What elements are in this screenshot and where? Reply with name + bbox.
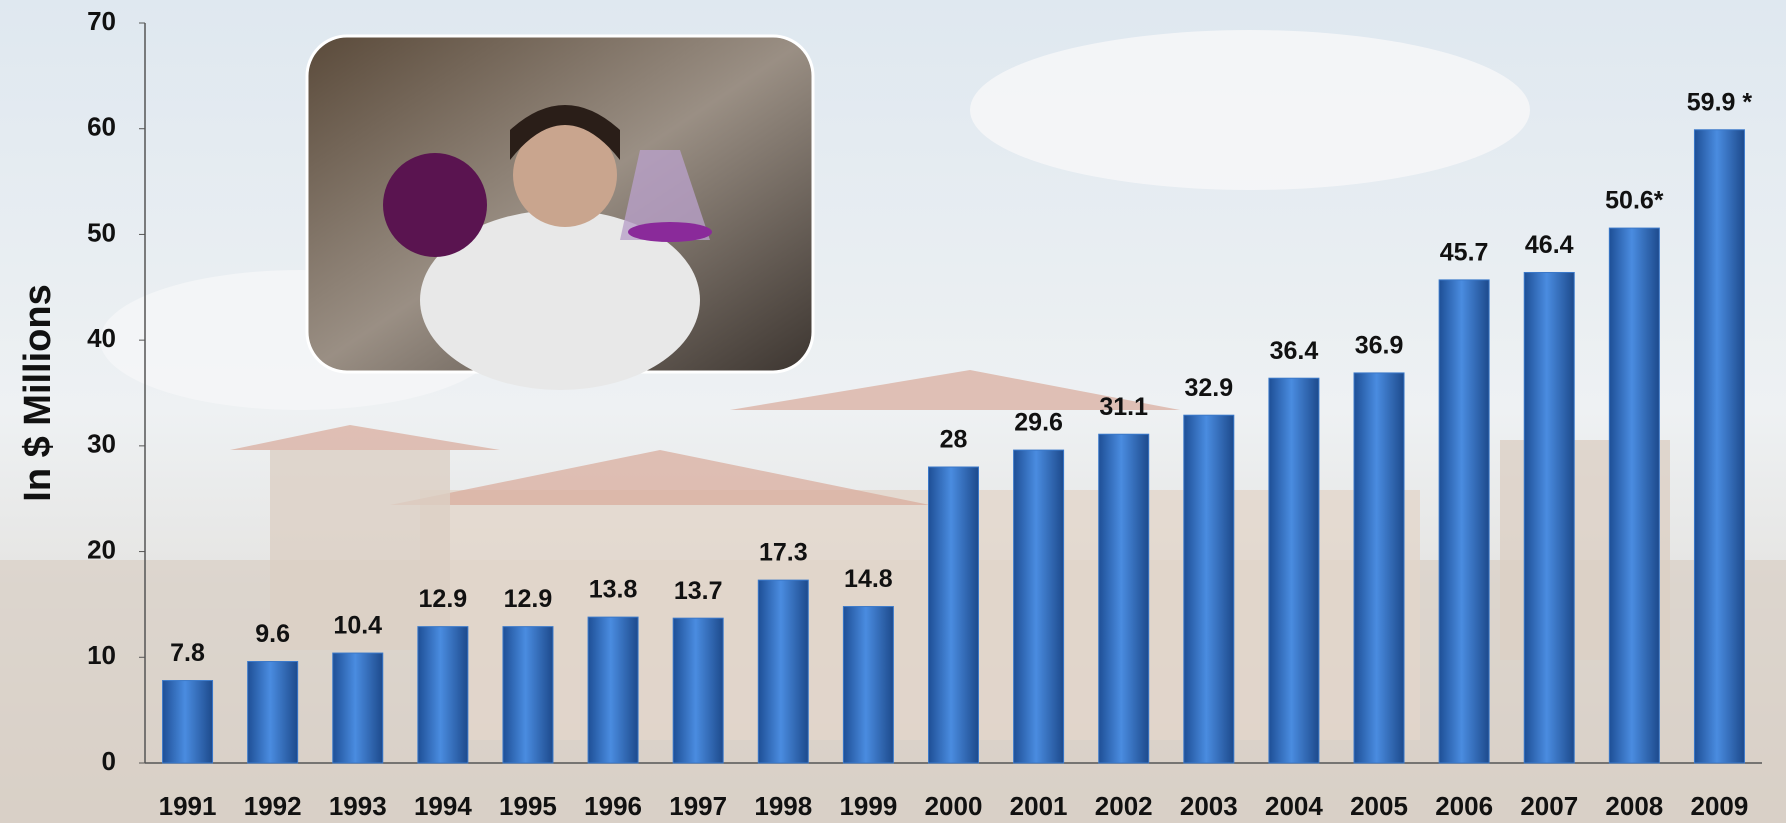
value-label: 29.6 [1014,409,1063,437]
x-tick-label: 2009 [1691,791,1749,821]
x-tick-label: 1992 [244,791,302,821]
y-tick-label: 70 [87,6,116,36]
y-tick-label: 0 [102,746,116,776]
value-label: 31.1 [1099,393,1148,421]
x-tick-label: 2002 [1095,791,1153,821]
value-label: 14.8 [844,565,893,593]
x-tick-label: 2004 [1265,791,1323,821]
y-axis-title: In $ Millions [17,284,59,501]
x-tick-label: 1994 [414,791,472,821]
bar [333,653,383,763]
value-label: 32.9 [1184,374,1233,402]
bar [843,607,893,763]
value-label: 46.4 [1525,231,1574,259]
value-label: 7.8 [170,639,205,667]
x-tick-label: 1993 [329,791,387,821]
x-tick-label: 1997 [669,791,727,821]
value-label: 13.7 [674,577,723,605]
y-tick-label: 30 [87,429,116,459]
x-tick-label: 2003 [1180,791,1238,821]
bar [1609,228,1659,763]
value-label: 59.9 * [1687,88,1753,116]
y-tick-label: 50 [87,217,116,247]
value-label: 36.9 [1355,332,1404,360]
value-label: 13.8 [589,576,638,604]
y-tick-label: 60 [87,112,116,142]
bar [1099,434,1149,763]
bar [929,467,979,763]
bar [758,580,808,763]
value-label: 17.3 [759,539,808,567]
bar [1014,450,1064,763]
bar [163,681,213,763]
chart: In $ Millions 0 10 20 30 40 50 60 70 1991 7.8 1992… [0,0,1786,823]
x-tick-label: 2005 [1350,791,1408,821]
x-tick-label: 2008 [1605,791,1663,821]
value-label: 45.7 [1440,238,1489,266]
y-tick-label: 20 [87,534,116,564]
bar [1354,373,1404,763]
x-tick-label: 2007 [1520,791,1578,821]
value-label: 36.4 [1270,337,1319,365]
value-label: 9.6 [255,620,290,648]
bar [1694,130,1744,763]
bar [1524,272,1574,763]
bar [1184,415,1234,763]
x-tick-label: 2006 [1435,791,1493,821]
x-tick-label: 1995 [499,791,557,821]
bar [503,627,553,763]
value-label: 12.9 [504,585,553,613]
x-tick-label: 2001 [1010,791,1068,821]
bar [248,662,298,763]
value-label: 28 [940,426,968,454]
photo-inset [307,36,813,390]
value-label: 50.6* [1605,187,1664,215]
value-label: 12.9 [419,585,468,613]
page: In $ Millions 0 10 20 30 40 50 60 70 1991 7.8 1992… [0,0,1786,823]
bar [418,627,468,763]
y-tick-label: 10 [87,640,116,670]
bar [673,618,723,763]
bar [1439,280,1489,763]
value-label: 10.4 [333,612,382,640]
x-tick-label: 1999 [839,791,897,821]
bar [1269,378,1319,763]
bar [588,617,638,763]
y-tick-label: 40 [87,323,116,353]
x-tick-label: 1991 [159,791,217,821]
x-tick-label: 1998 [754,791,812,821]
x-tick-label: 2000 [925,791,983,821]
x-tick-label: 1996 [584,791,642,821]
